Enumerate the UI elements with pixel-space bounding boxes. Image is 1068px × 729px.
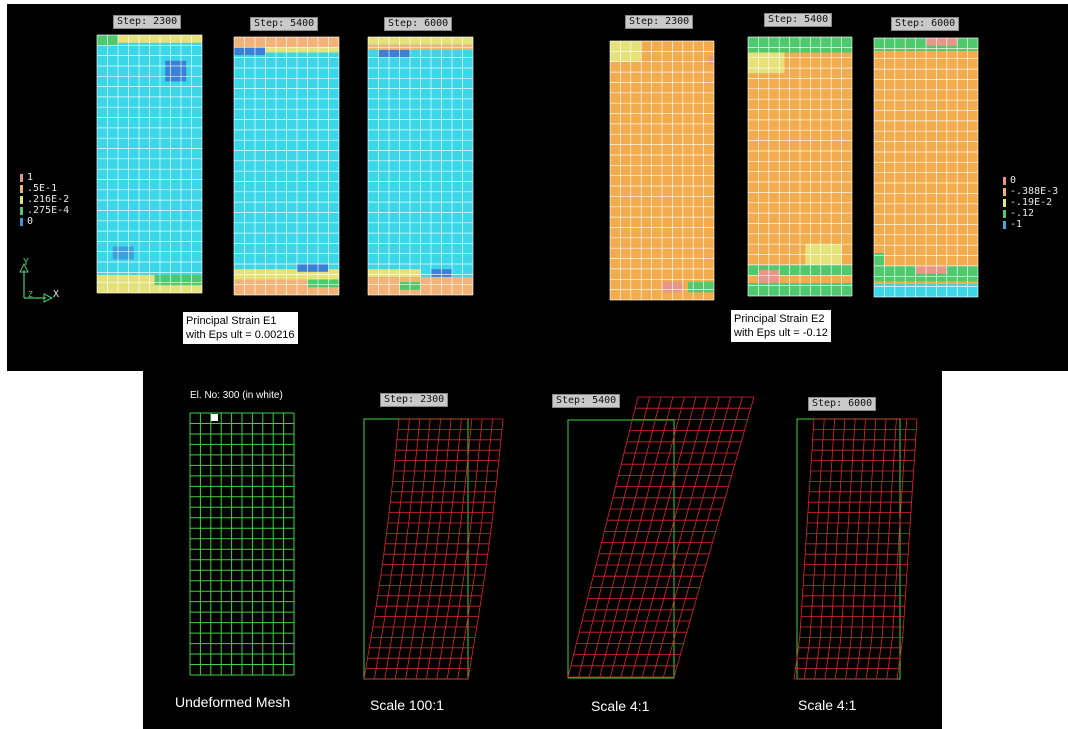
e2-legend-label: -.19E-2 [1010, 197, 1053, 208]
e2-mesh-2300-patch [708, 56, 714, 65]
e1-step-tag-3: Step: 6000 [384, 17, 453, 31]
e1-mesh-2300-grid [96, 34, 203, 294]
e2-legend-row: -.388E-3 [1003, 186, 1058, 197]
outline-5400 [567, 419, 675, 679]
element-300-marker [211, 414, 218, 421]
e1-legend-row: .275E-4 [20, 205, 69, 216]
e2-legend-label: -1 [1010, 219, 1023, 230]
e2-legend-row: -.19E-2 [1003, 197, 1058, 208]
e2-mesh-2300-patch [688, 281, 714, 293]
e2-legend-swatch [1003, 176, 1006, 185]
deformed-mesh-6000 [793, 418, 918, 680]
e1-legend-swatch [20, 195, 23, 204]
e2-legend: 0 -.388E-3 -.19E-2 -.12 -1 [1003, 175, 1058, 230]
e1-mesh-5400-patch [297, 264, 329, 272]
e2-legend-swatch [1003, 220, 1006, 229]
e2-legend-row: -.12 [1003, 208, 1058, 219]
caption-undeformed: Undeformed Mesh [175, 694, 291, 710]
e2-step-tag-2: Step: 5400 [764, 13, 833, 27]
e1-legend-swatch [20, 206, 23, 215]
caption-scale-6000: Scale 4:1 [798, 697, 857, 713]
e1-mesh-5400-patch [234, 47, 266, 56]
e1-legend-label: 1 [27, 172, 34, 183]
e2-legend-swatch [1003, 209, 1006, 218]
e1-legend-swatch [20, 217, 23, 226]
e1-legend-swatch [20, 184, 23, 193]
e2-mesh-6000-patch [874, 252, 885, 272]
e2-mesh-6000-patch [915, 265, 947, 274]
axis-x-label: X [53, 289, 60, 300]
e1-mesh-2300-patch [97, 274, 155, 286]
e1-legend-row: .5E-1 [20, 183, 69, 194]
e2-legend-swatch [1003, 198, 1006, 207]
e1-legend-label: .275E-4 [27, 205, 70, 216]
mesh-step-tag-3: Step: 6000 [808, 397, 877, 411]
e1-mesh-6000-grid [367, 36, 474, 296]
e2-legend-label: -.388E-3 [1010, 186, 1059, 197]
e1-mesh-5400-grid [233, 36, 340, 296]
e1-legend-swatch [20, 173, 23, 182]
e1-mesh-6000-patch [378, 49, 410, 58]
mesh-step-tag-2: Step: 5400 [552, 394, 621, 408]
e1-legend: 1 .5E-1 .216E-2 .275E-4 0 [20, 172, 69, 227]
caption-scale-2300: Scale 100:1 [370, 697, 444, 713]
e2-note-line1: Principal Strain E2 [734, 313, 825, 325]
e2-mesh-2300-grid [609, 40, 715, 301]
e1-mesh-6000-patch [368, 269, 421, 277]
axis-x-arrowhead [43, 293, 54, 303]
e2-mesh-6000-patch [926, 38, 958, 46]
deformed-mesh-2300 [363, 418, 504, 680]
e1-note-line1: Principal Strain E1 [186, 315, 277, 327]
e1-mesh-2300-patch [154, 274, 202, 286]
e1-legend-row: .216E-2 [20, 194, 69, 205]
element-label: El. No: 300 (in white) [190, 390, 283, 401]
e2-step-tag-1: Step: 2300 [625, 15, 694, 29]
axis-y-arrowhead [19, 262, 29, 273]
e1-note: Principal Strain E1 with Eps ult = 0.0021… [183, 312, 298, 344]
e1-legend-label: .5E-1 [27, 183, 58, 194]
deformed-mesh-5400 [567, 396, 755, 678]
e2-legend-row: 0 [1003, 175, 1058, 186]
e1-legend-row: 0 [20, 216, 69, 227]
axis-y-label: Y [23, 257, 30, 268]
e1-step-tag-1: Step: 2300 [113, 15, 182, 29]
undeformed-mesh [189, 412, 295, 676]
deformed-mesh-panel [143, 371, 942, 729]
e1-legend-label: 0 [27, 216, 34, 227]
e1-legend-label: .216E-2 [27, 194, 70, 205]
axis-z-label: Z [28, 290, 33, 299]
e1-mesh-5400-patch [307, 279, 339, 288]
e2-note-line2: with Eps ult = -0.12 [734, 327, 828, 339]
e2-mesh-6000-grid [873, 37, 979, 298]
e2-note: Principal Strain E2 with Eps ult = -0.12 [731, 310, 831, 342]
e2-step-tag-3: Step: 6000 [891, 17, 960, 31]
e1-mesh-2300-patch [165, 60, 187, 82]
e2-legend-swatch [1003, 187, 1006, 196]
e2-legend-row: -1 [1003, 219, 1058, 230]
e1-mesh-5400-patch [265, 47, 339, 53]
e2-mesh-5400-grid [747, 36, 853, 297]
e1-note-line2: with Eps ult = 0.00216 [186, 329, 295, 341]
outline-6000 [796, 418, 901, 680]
e2-legend-label: 0 [1010, 175, 1017, 186]
e2-legend-label: -.12 [1010, 208, 1035, 219]
e1-legend-row: 1 [20, 172, 69, 183]
e1-step-tag-2: Step: 5400 [250, 17, 319, 31]
caption-scale-5400: Scale 4:1 [591, 698, 650, 714]
mesh-step-tag-1: Step: 2300 [380, 393, 449, 407]
e1-mesh-2300-patch [112, 246, 134, 260]
